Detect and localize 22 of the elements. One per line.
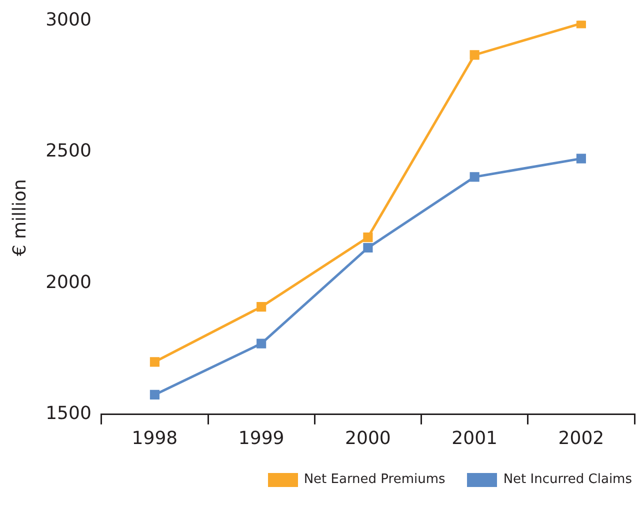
point: [470, 172, 480, 182]
y-tick-label: 1500: [46, 403, 92, 424]
y-axis-title: € million: [9, 179, 30, 256]
x-tick-label: 1998: [132, 428, 178, 449]
point: [363, 232, 373, 242]
x-tick-label: 1999: [238, 428, 284, 449]
legend-label: Net Earned Premiums: [304, 472, 446, 487]
y-tick-label: 3000: [46, 9, 92, 30]
y-tick-label: 2000: [46, 272, 92, 293]
point: [150, 357, 160, 367]
x-tick-label: 2001: [452, 428, 498, 449]
point: [470, 50, 480, 60]
y-tick-label: 2500: [46, 140, 92, 162]
point: [256, 302, 266, 312]
point: [256, 338, 266, 348]
x-tick-label: 2002: [558, 428, 604, 449]
legend-label: Net Incurred Claims: [503, 472, 632, 487]
point: [576, 20, 586, 28]
x-tick-label: 2000: [345, 428, 391, 449]
point: [150, 390, 160, 400]
point: [363, 242, 373, 253]
point: [576, 154, 586, 164]
